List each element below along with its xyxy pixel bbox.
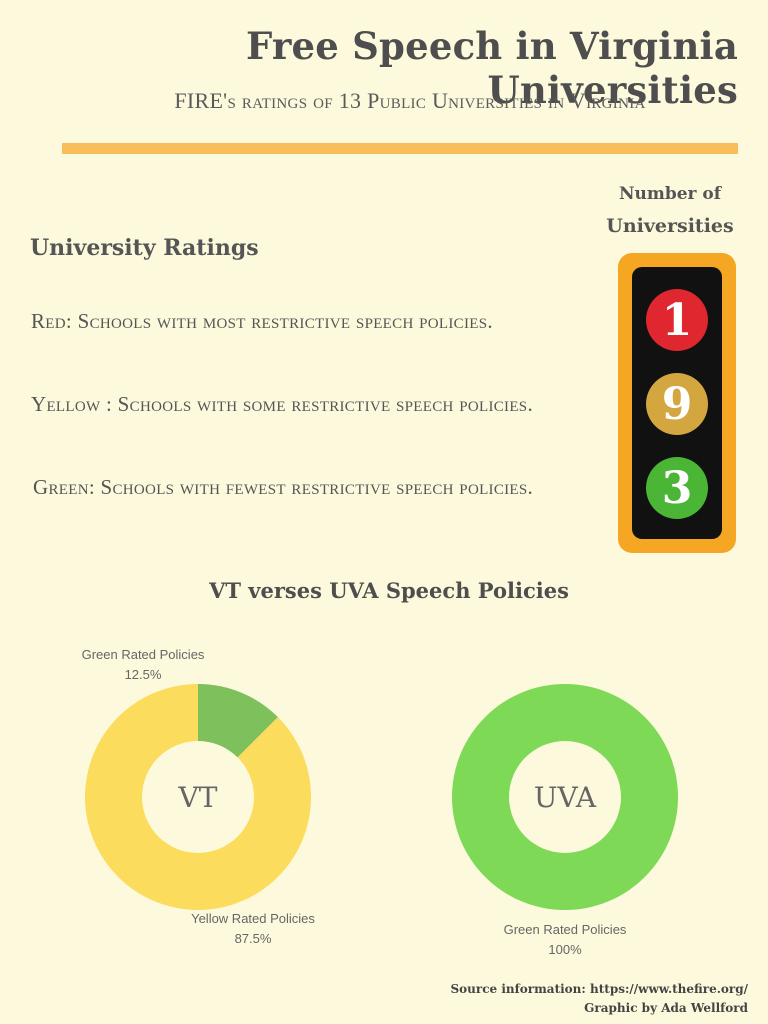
slice-category-label: Green Rated Policies [504, 922, 627, 937]
comparison-title: VT verses UVA Speech Policies [209, 578, 569, 603]
graphic-credit: Graphic by Ada Wellford [584, 1001, 748, 1015]
slice-value-label: 12.5% [125, 667, 162, 682]
donut-hole-vt [142, 741, 254, 853]
donut-charts: VT Green Rated Policies 12.5% Yellow Rated … [82, 647, 678, 957]
green-lamp-count: 3 [646, 457, 708, 519]
count-label: Number of Universities [600, 178, 740, 242]
traffic-light-body: 1 9 3 [632, 267, 722, 539]
ratings-heading: University Ratings [30, 235, 259, 261]
header-divider [62, 143, 738, 154]
donut-hole-uva [509, 741, 621, 853]
yellow-lamp-count: 9 [646, 373, 708, 435]
donut-center-label-vt: VT [178, 781, 218, 814]
count-label-line1: Number of [618, 184, 722, 204]
rating-green-description: Green: Schools with fewest restrictive s… [33, 475, 534, 499]
slice-value-label: 100% [548, 942, 582, 957]
source-information: Source information: https://www.thefire.… [450, 982, 749, 996]
page-subtitle: FIRE's ratings of 13 Public Universities… [174, 88, 646, 113]
rating-yellow-description: Yellow : Schools with some restrictive s… [31, 392, 534, 416]
donut-center-label-uva: UVA [534, 781, 597, 814]
rating-red-description: Red: Schools with most restrictive speec… [31, 309, 493, 333]
slice-category-label: Yellow Rated Policies [191, 911, 315, 926]
red-lamp-count: 1 [646, 289, 708, 351]
page-title: Free Speech in Virginia Universities [246, 24, 738, 112]
slice-category-label: Green Rated Policies [82, 647, 205, 662]
traffic-light-icon: 1 9 3 [618, 253, 736, 553]
count-label-line2: Universities [606, 215, 734, 237]
slice-value-label: 87.5% [235, 931, 272, 946]
